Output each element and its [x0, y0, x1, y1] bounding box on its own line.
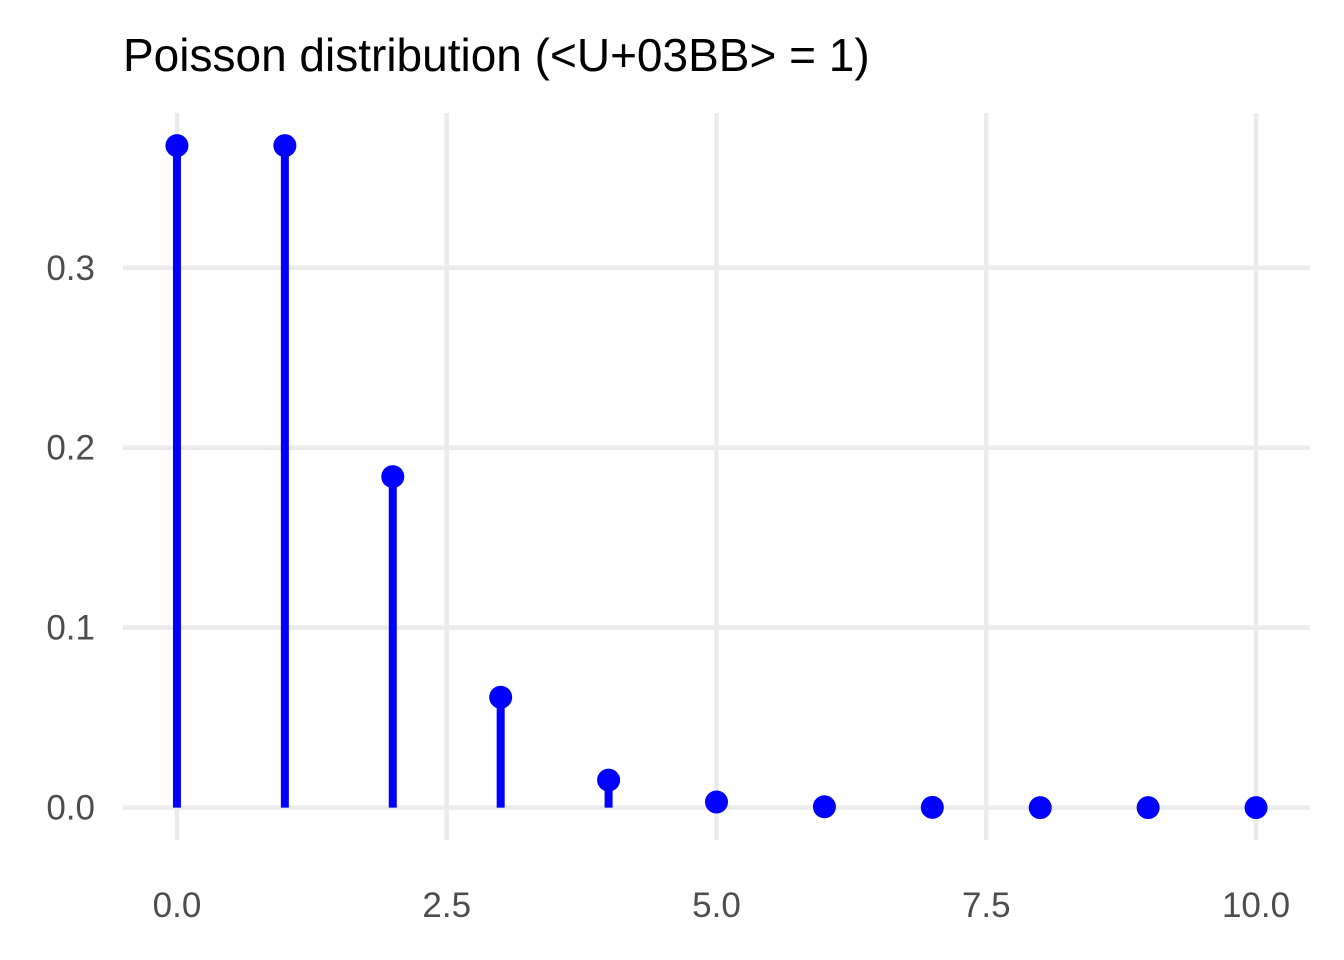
y-tick-label: 0.2: [46, 429, 95, 468]
data-point: [165, 134, 189, 158]
data-point: [920, 795, 944, 819]
x-tick-label: 2.5: [422, 886, 471, 925]
y-tick-label: 0.1: [46, 609, 95, 648]
data-point: [273, 134, 297, 158]
x-tick-label: 0.0: [153, 886, 202, 925]
data-point: [1244, 796, 1268, 820]
chart-title: Poisson distribution (<U+03BB> = 1): [123, 29, 870, 81]
x-tick-label: 10.0: [1222, 886, 1290, 925]
x-tick-label: 7.5: [962, 886, 1011, 925]
axis-tick-labels: 0.0 0.1 0.2 0.3 0.0 2.5 5.0 7.5 10.0: [46, 249, 1290, 925]
data-point: [381, 465, 405, 489]
data-point: [812, 795, 836, 819]
data-point: [1028, 796, 1052, 820]
data-point: [1136, 796, 1160, 820]
data-point: [597, 768, 621, 792]
y-tick-label: 0.3: [46, 249, 95, 288]
data-point: [489, 685, 513, 709]
data-marks: [165, 134, 1268, 820]
x-tick-label: 5.0: [692, 886, 741, 925]
grid: [123, 113, 1310, 840]
y-tick-label: 0.0: [46, 789, 95, 828]
data-point: [705, 790, 728, 814]
